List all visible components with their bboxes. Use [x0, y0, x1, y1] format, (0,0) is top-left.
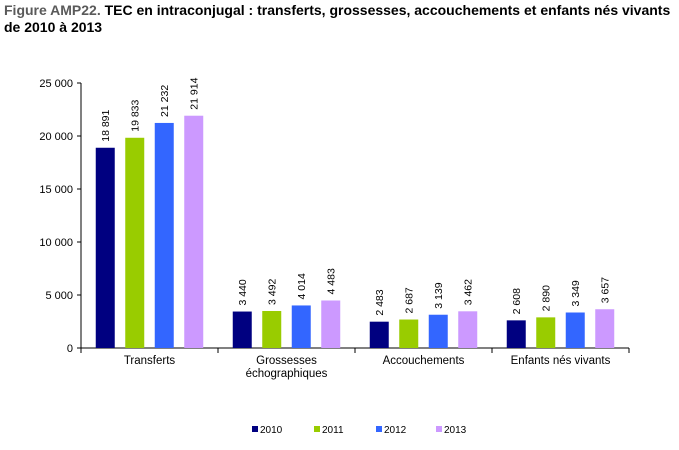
bar [536, 317, 556, 348]
y-tick-label: 25 000 [39, 78, 73, 90]
category-label: Transferts [124, 355, 176, 367]
data-label: 3 462 [463, 279, 475, 305]
data-label: 3 440 [237, 279, 249, 305]
legend-swatch [376, 426, 382, 432]
bar [154, 122, 174, 349]
bar [369, 321, 389, 348]
bar [125, 137, 145, 348]
data-label: 2 687 [404, 287, 416, 313]
legend-swatch [436, 426, 442, 432]
bar [321, 300, 341, 348]
data-label: 19 833 [130, 99, 142, 131]
bar [458, 311, 478, 348]
bar [595, 309, 615, 348]
y-tick-label: 5 000 [45, 290, 73, 302]
category-label: Enfants nés vivants [511, 355, 611, 367]
data-label: 2 608 [511, 288, 523, 314]
category-label: Accouchements [383, 355, 465, 367]
data-label: 4 483 [326, 268, 338, 294]
y-tick-label: 15 000 [39, 184, 73, 196]
y-tick-label: 20 000 [39, 131, 73, 143]
data-label: 3 492 [267, 279, 279, 305]
y-tick-label: 0 [67, 343, 73, 355]
data-label: 21 232 [159, 85, 171, 117]
y-tick-label: 10 000 [39, 237, 73, 249]
legend-label: 2013 [444, 425, 467, 436]
data-label: 2 890 [541, 285, 553, 311]
bar [95, 147, 115, 348]
figure-title: TEC en intraconjugal : transferts, gross… [4, 2, 671, 35]
data-label: 21 914 [189, 77, 201, 109]
bar [399, 319, 419, 348]
data-label: 3 139 [433, 282, 445, 308]
legend-label: 2011 [322, 425, 344, 436]
legend-label: 2012 [384, 425, 407, 436]
category-label: Grossesses échographiques [246, 355, 328, 380]
bar [184, 115, 204, 348]
data-label: 3 349 [570, 280, 582, 306]
figure-number: Figure AMP22. [4, 2, 101, 18]
data-label: 18 891 [100, 109, 112, 141]
bar [291, 305, 311, 348]
data-label: 3 657 [600, 277, 612, 303]
legend-swatch [252, 426, 258, 432]
bar [262, 310, 282, 348]
bar [506, 320, 526, 348]
bar [428, 314, 448, 348]
data-label: 2 483 [374, 289, 386, 315]
bar [565, 312, 585, 348]
chart-title: Figure AMP22. TEC en intraconjugal : tra… [4, 2, 674, 36]
data-label: 4 014 [296, 273, 308, 299]
legend-label: 2010 [260, 425, 283, 436]
legend-swatch [314, 426, 320, 432]
bar [232, 311, 252, 348]
